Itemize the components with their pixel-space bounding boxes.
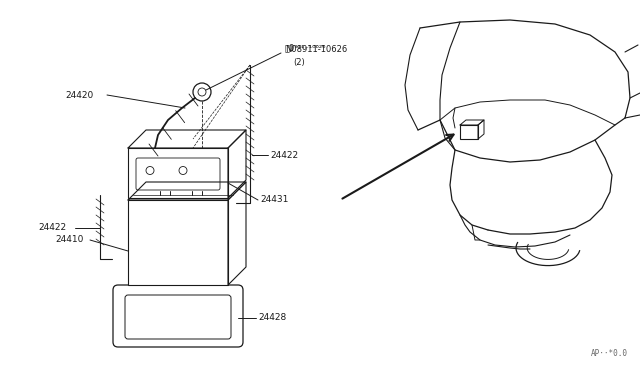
Text: 24420: 24420 [65, 90, 93, 99]
Text: 24428: 24428 [258, 314, 286, 323]
Text: 24431: 24431 [260, 196, 289, 205]
Text: AP··*0.0: AP··*0.0 [591, 349, 628, 358]
Text: 24410: 24410 [55, 235, 83, 244]
Bar [128, 148, 228, 198]
Text: 24422: 24422 [38, 224, 66, 232]
FancyBboxPatch shape [113, 285, 243, 347]
Text: (2): (2) [293, 58, 305, 67]
FancyBboxPatch shape [125, 295, 231, 339]
Bar [128, 200, 228, 285]
FancyBboxPatch shape [136, 158, 220, 190]
Text: ⑀0⁹¹¹⁻¹⁰⁶²⁶: ⑀0⁹¹¹⁻¹⁰⁶²⁶ [285, 44, 326, 52]
Text: 24422: 24422 [270, 151, 298, 160]
Text: N08911-10626: N08911-10626 [285, 45, 348, 55]
Bar [460, 125, 478, 139]
